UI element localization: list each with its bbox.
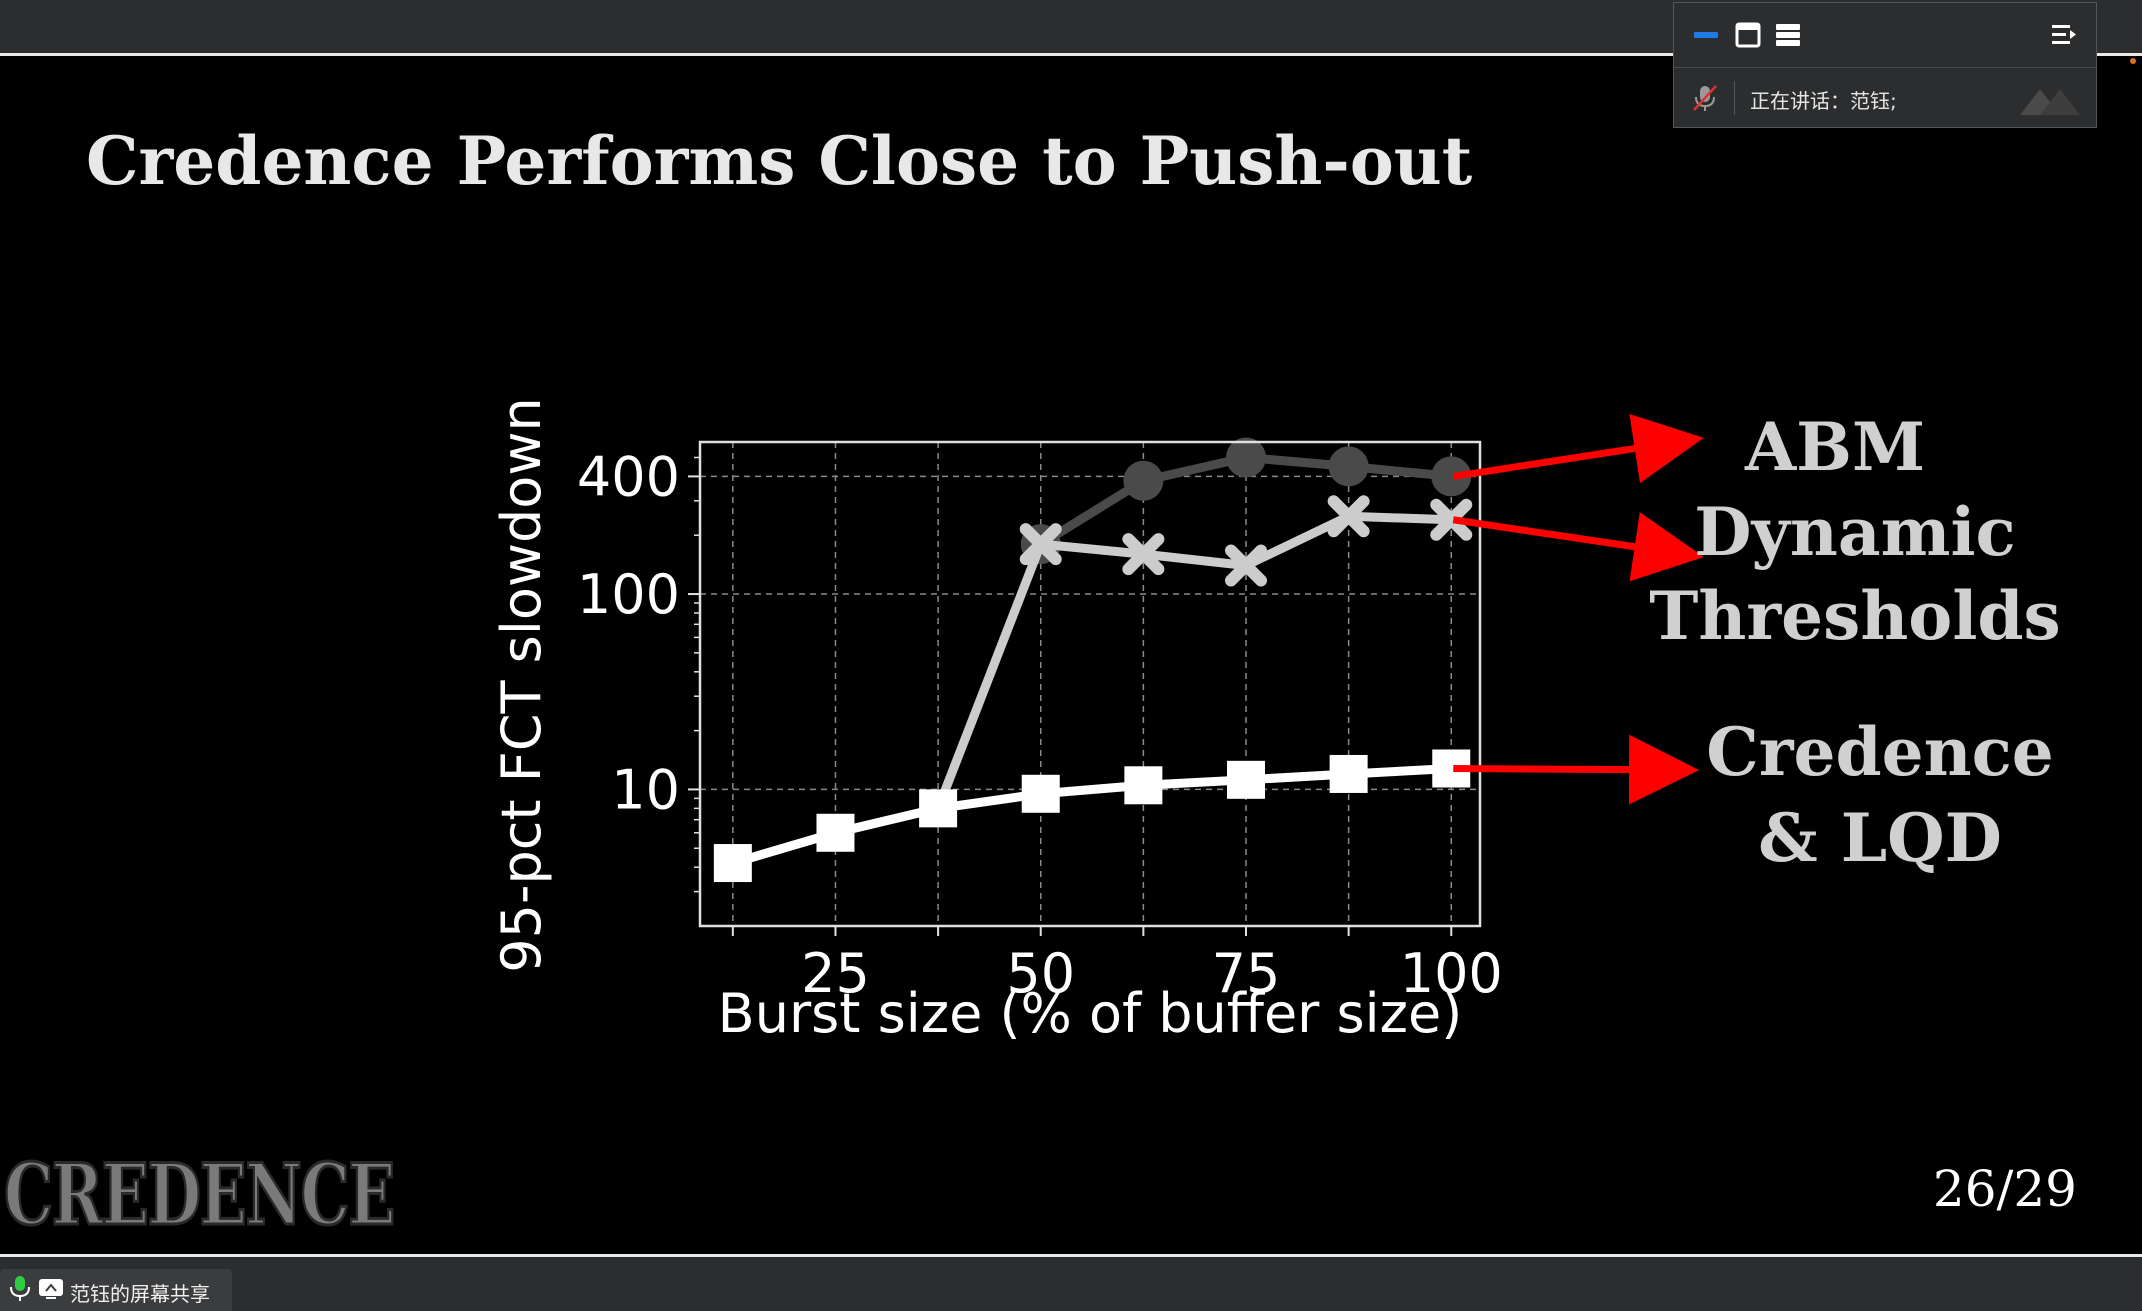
y-tick-label: 10 — [611, 758, 680, 821]
shared-slide — [0, 56, 2142, 1254]
x-stroke — [1019, 523, 1062, 566]
annotation-label: Credence — [1706, 713, 2054, 791]
svg-text:CREDENCE: CREDENCE — [4, 1145, 394, 1243]
menu-collapse-icon[interactable] — [2050, 21, 2078, 49]
annotation-label: Dynamic — [1694, 493, 2015, 571]
annotation-arrow — [1453, 734, 1699, 805]
mic-icon[interactable] — [8, 1275, 32, 1303]
point-abm — [1328, 446, 1369, 487]
panel-decoration — [2020, 89, 2080, 115]
bottom-toolbar — [0, 1257, 2142, 1311]
point-dt — [1225, 544, 1267, 587]
annotation-arrow — [1452, 413, 1704, 484]
x-tick-label: 25 — [801, 942, 870, 1005]
point-credence — [713, 844, 752, 883]
panel-divider — [1674, 67, 2096, 68]
point-credence — [1021, 774, 1060, 813]
x-stroke — [1122, 533, 1165, 576]
annotation-arrow — [1452, 512, 1704, 582]
x-axis-label: Burst size (% of buffer size) — [718, 982, 1463, 1045]
speaking-indicator: 正在讲话：范钰; — [1750, 89, 1897, 113]
status-dot — [2130, 58, 2136, 64]
point-dt — [1019, 523, 1062, 566]
point-abm — [1431, 456, 1472, 497]
meeting-floating-panel[interactable]: 正在讲话：范钰; — [1673, 2, 2097, 128]
x-stroke — [1327, 495, 1370, 538]
y-tick-label: 400 — [577, 445, 680, 508]
bottom-divider — [0, 1254, 2142, 1257]
x-tick-label: 75 — [1212, 942, 1281, 1005]
screen-share-icon — [39, 1279, 63, 1299]
mic-muted-icon[interactable] — [1690, 83, 1720, 113]
minimize-icon[interactable] — [1692, 21, 1720, 49]
annotation-label: ABM — [1744, 408, 1925, 486]
page-number: 26/29 — [1932, 1160, 2077, 1218]
point-dt — [1327, 495, 1370, 538]
panel-separator — [1734, 81, 1735, 115]
y-axis-label: 95-pct FCT slowdown — [490, 397, 553, 972]
annotation-label: Thresholds — [1649, 577, 2060, 655]
screen-share-tab[interactable]: 范钰的屏幕共享 — [0, 1269, 232, 1311]
point-dt — [1122, 533, 1165, 576]
point-abm — [1123, 460, 1164, 501]
slide-title: Credence Performs Close to Push-out — [86, 122, 1473, 200]
plot-frame — [698, 440, 1482, 928]
point-credence — [1329, 754, 1368, 793]
x-stroke — [1430, 498, 1473, 541]
series-line-dt — [731, 511, 1452, 868]
x-tick-label: 50 — [1006, 942, 1075, 1005]
screen-share-label: 范钰的屏幕共享 — [70, 1282, 210, 1306]
point-credence — [1124, 766, 1163, 805]
top-divider — [0, 53, 2142, 56]
point-dt — [1430, 498, 1473, 541]
credence-logo: CREDENCE — [3, 1144, 398, 1244]
annotation-label: & LQD — [1758, 799, 2002, 877]
y-tick-label: 100 — [577, 563, 680, 626]
point-credence — [1227, 760, 1265, 799]
x-stroke — [1225, 544, 1267, 587]
window-icon[interactable] — [1734, 21, 1762, 49]
list-icon[interactable] — [1774, 21, 1802, 49]
point-abm — [1226, 437, 1266, 478]
point-credence — [816, 813, 855, 852]
point-credence — [919, 789, 958, 828]
x-tick-label: 100 — [1400, 942, 1503, 1005]
